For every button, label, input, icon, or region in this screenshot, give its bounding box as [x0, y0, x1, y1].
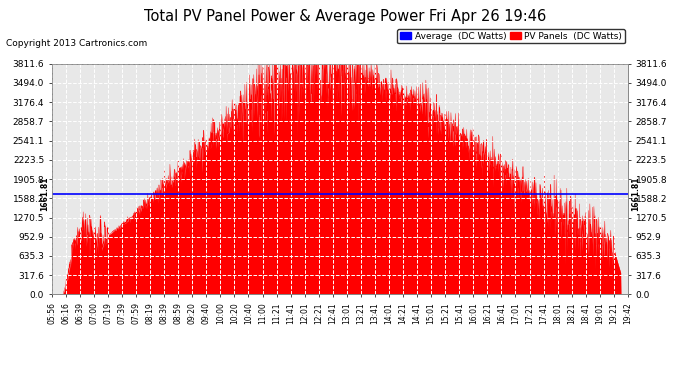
Text: 1661.81: 1661.81: [40, 177, 49, 211]
Text: Total PV Panel Power & Average Power Fri Apr 26 19:46: Total PV Panel Power & Average Power Fri…: [144, 9, 546, 24]
Text: 1661.81: 1661.81: [631, 177, 640, 211]
Legend: Average  (DC Watts), PV Panels  (DC Watts): Average (DC Watts), PV Panels (DC Watts): [397, 29, 624, 43]
Text: Copyright 2013 Cartronics.com: Copyright 2013 Cartronics.com: [6, 39, 147, 48]
